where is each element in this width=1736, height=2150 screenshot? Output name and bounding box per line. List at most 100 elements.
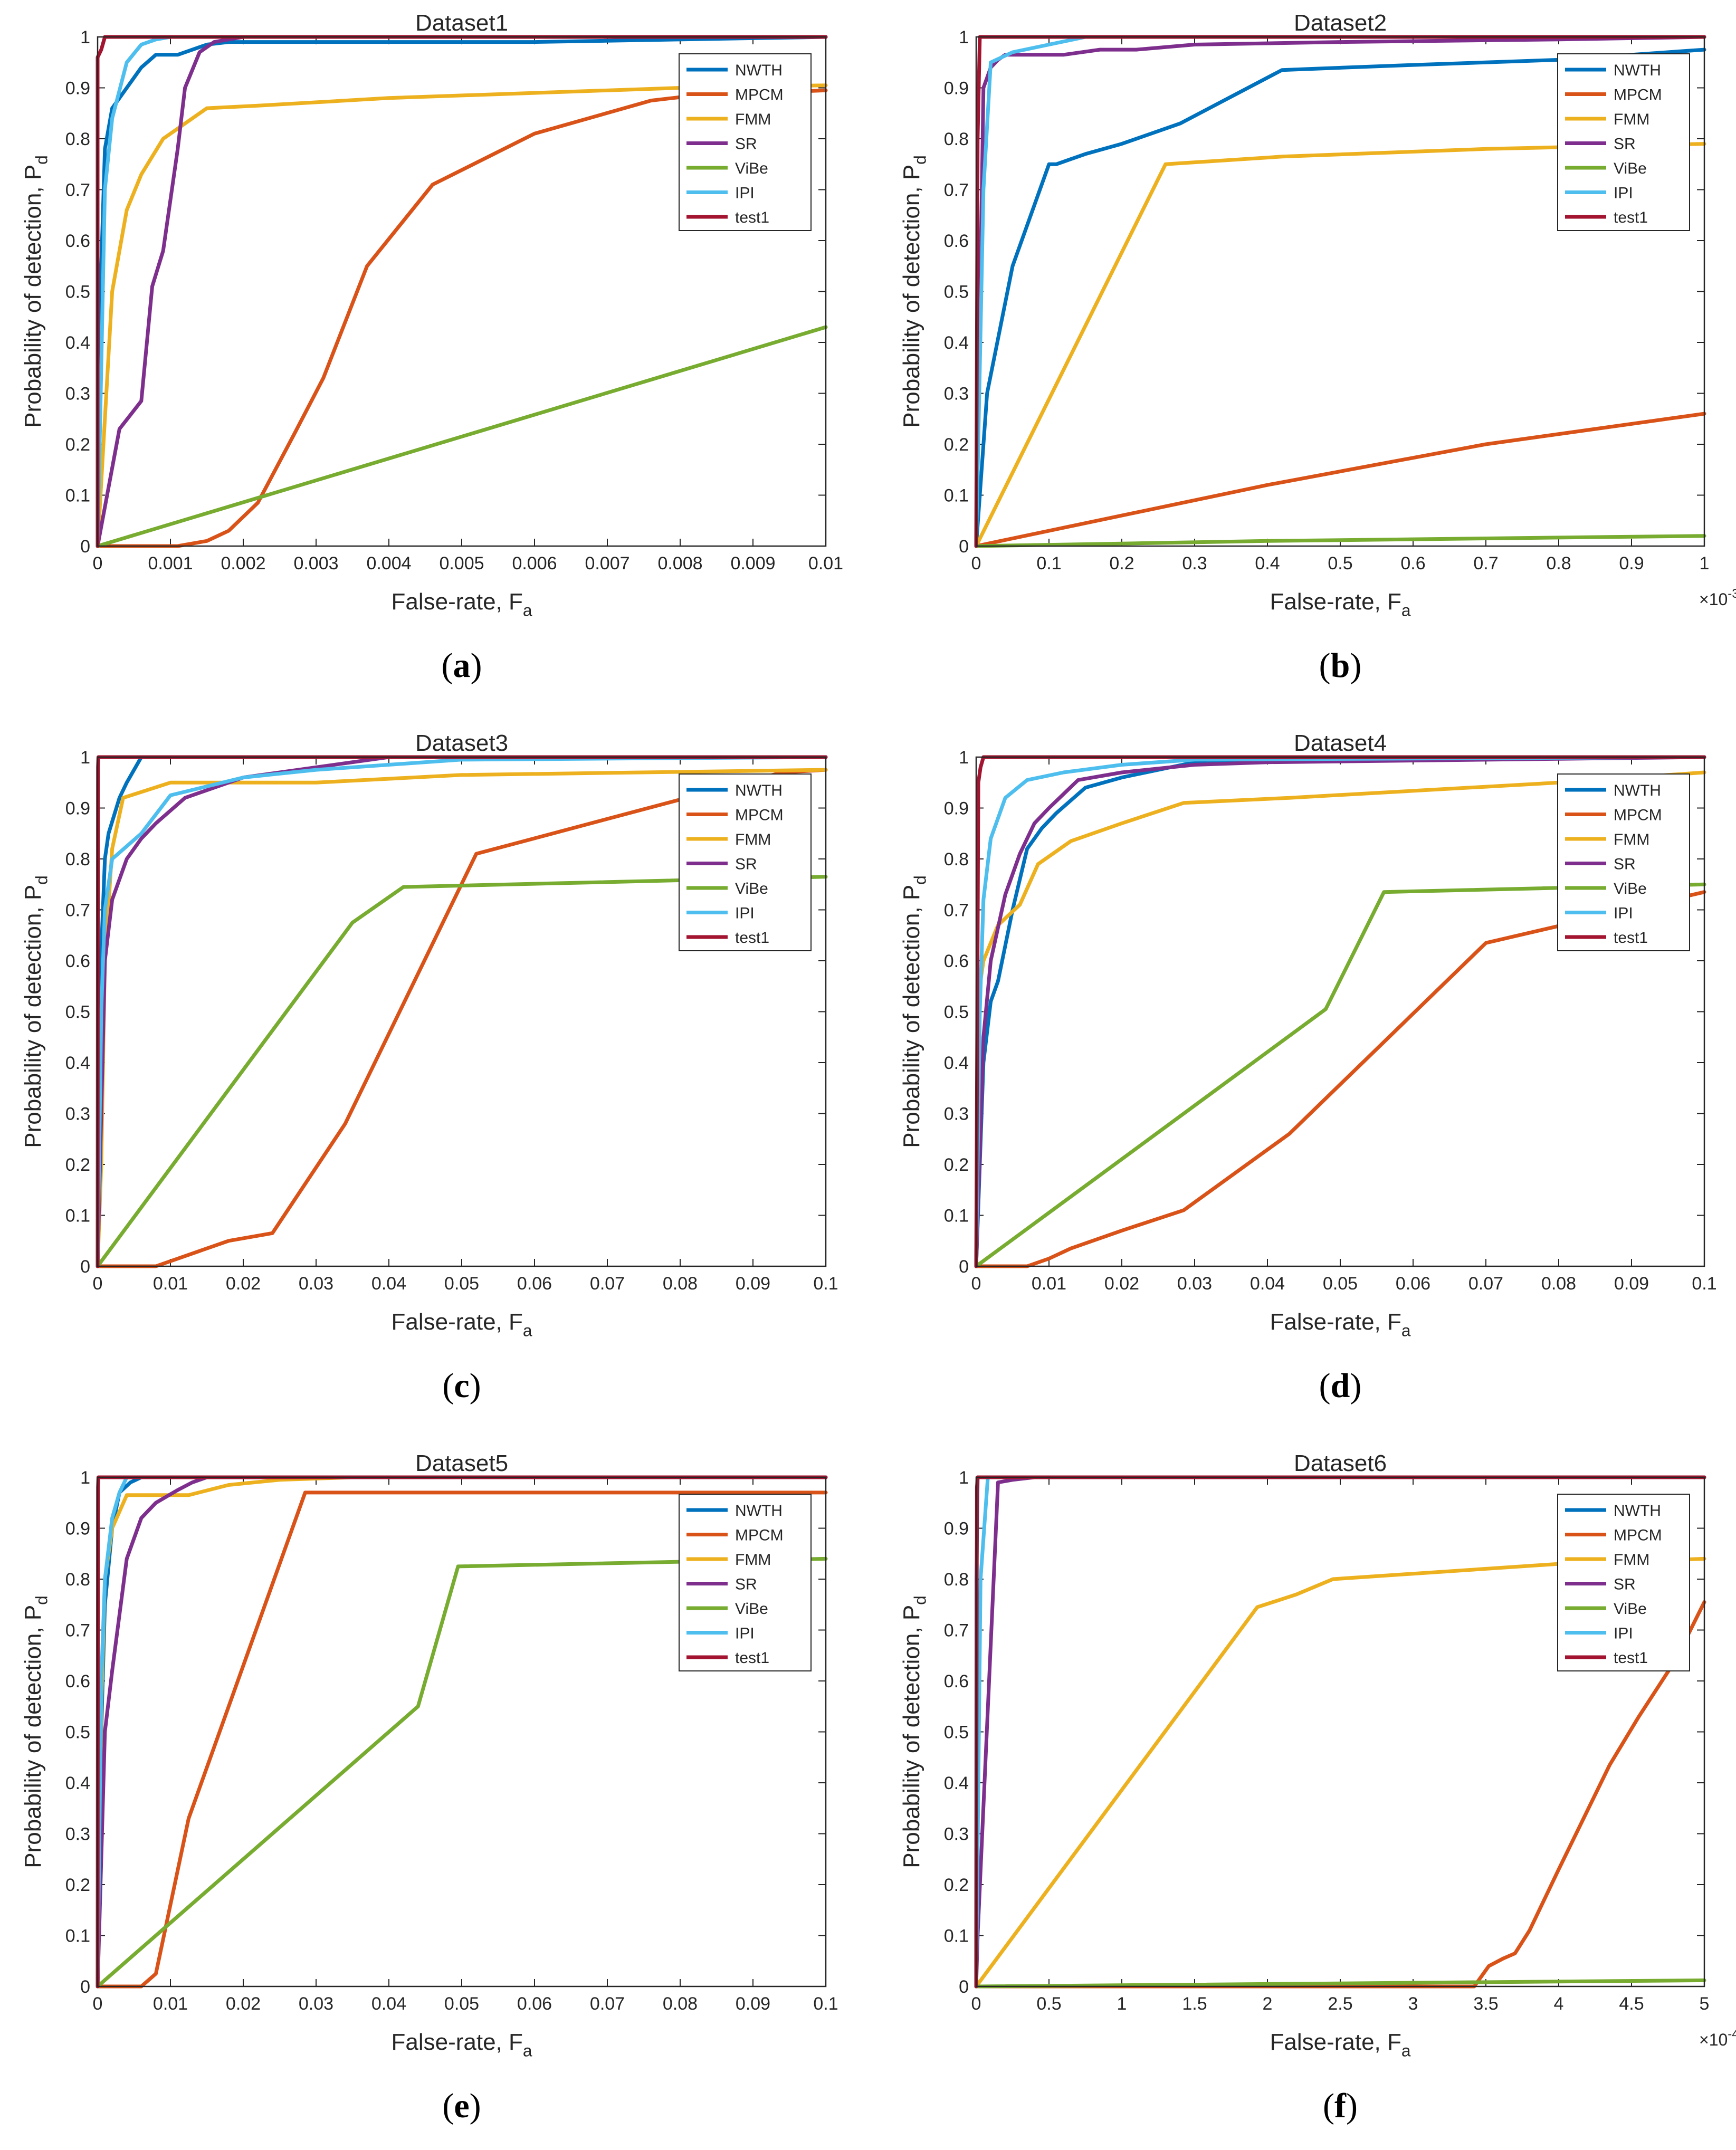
x-tick-label: 0.002 [221,553,265,574]
axes-box [975,36,1705,547]
x-tick-label: 0.04 [1250,1274,1285,1294]
x-axis-label: False-rate, Fa [391,589,532,619]
panel-label: (c) [442,1367,481,1405]
x-tick-label: 0 [971,1994,981,2014]
panel-label: (b) [1319,646,1362,685]
x-tick-label: 0.02 [226,1994,261,2014]
series-line-nwth [974,47,1706,548]
x-tick-label: 0 [971,553,981,574]
series-line-sr [96,755,828,1268]
legend-entry: ViBe [735,1600,768,1618]
series-line-nwth [96,755,828,1268]
y-tick-label: 0.6 [944,951,969,971]
y-tick-label: 0.2 [944,1155,969,1175]
x-tick-label: 0.01 [153,1994,188,2014]
chart-panel-6: Dataset6 0 0.5 1 1.5 2 2.5 3 3.5 4 4.5 5 0 0.1 0.2 0.3 0… [899,1450,1736,2125]
y-axis-label: Probability of detection, Pd [899,875,929,1148]
series-line-vibe [96,875,828,1268]
y-tick-label: 0.7 [944,901,969,921]
x-axis-label: False-rate, Fa [391,1309,532,1340]
y-tick-label: 1 [80,27,90,47]
chart-title: Dataset3 [415,730,508,756]
x-tick-label: 0.07 [590,1274,625,1294]
y-tick-label: 0.6 [65,231,90,251]
x-tick-label: 0.04 [371,1994,406,2014]
y-tick-label: 0.2 [65,435,90,455]
chart-title: Dataset2 [1294,10,1387,36]
legend-entry: ViBe [1614,160,1647,177]
y-tick-label: 0.2 [944,1875,969,1895]
y-tick-label: 0.5 [944,1002,969,1023]
legend-entry: NWTH [1614,1502,1661,1520]
x-tick-label: 0.1 [813,1274,838,1294]
y-tick-label: 0.7 [944,180,969,200]
x-tick-label: 0.001 [148,553,193,574]
x-tick-label: 0.9 [1619,553,1644,574]
x-tick-label: 0.02 [226,1274,261,1294]
legend-entry: FMM [735,111,771,128]
legend: NWTH MPCM FMM SR ViBe IPI test1 [679,773,812,951]
x-tick-label: 3 [1408,1994,1418,2014]
legend-entry: FMM [1614,1551,1649,1569]
y-tick-label: 0 [80,1977,90,1997]
y-tick-label: 0.3 [65,384,90,404]
chart-title: Dataset1 [415,10,508,36]
legend-entry: FMM [1614,111,1649,128]
series-line-vibe [96,325,828,548]
series-line-nwth [96,35,828,548]
x-tick-label: 0.006 [512,553,557,574]
chart-title: Dataset4 [1294,730,1387,756]
x-tick-label: 0.004 [366,553,411,574]
y-axis-label: Probability of detection, Pd [899,1595,929,1868]
chart-title: Dataset6 [1294,1450,1387,1476]
x-tick-label: 1 [1117,1994,1127,2014]
panel-label: (f) [1323,2087,1358,2125]
y-tick-label: 0.9 [65,799,90,819]
y-tick-label: 0.4 [944,1773,969,1793]
legend-entry: MPCM [735,1527,784,1544]
y-tick-label: 0.3 [944,1104,969,1124]
series-line-fmm [96,83,828,548]
y-tick-label: 0.4 [944,333,969,353]
x-tick-label: 0.5 [1036,1994,1061,2014]
y-tick-label: 0.7 [944,1621,969,1641]
x-tick-label: 0.4 [1255,553,1280,574]
x-tick-label: 0.03 [299,1994,333,2014]
legend-entry: IPI [1614,905,1633,922]
legend-entry: NWTH [735,782,783,799]
x-tick-label: 0.08 [1541,1274,1576,1294]
y-axis-label: Probability of detection, Pd [20,1595,51,1868]
x-tick-label: 0.02 [1104,1274,1139,1294]
y-tick-label: 0.6 [944,1671,969,1692]
y-tick-label: 0.4 [65,333,90,353]
y-tick-label: 0.1 [944,486,969,506]
x-tick-label: 0.01 [1032,1274,1066,1294]
series-line-mpcm [974,890,1706,1268]
y-tick-label: 0.2 [65,1875,90,1895]
x-tick-label: 0.008 [657,553,702,574]
x-tick-label: 0.07 [590,1994,625,2014]
x-tick-label: 0.06 [517,1994,552,2014]
y-axis-label: Probability of detection, Pd [20,875,51,1148]
series-line-vibe [974,882,1706,1268]
x-tick-label: 4.5 [1619,1994,1644,2014]
legend-entry: MPCM [735,87,784,104]
y-tick-label: 0.6 [944,231,969,251]
y-tick-label: 0.2 [65,1155,90,1175]
series-line-mpcm [974,412,1706,548]
y-tick-label: 0.9 [65,1519,90,1539]
series-line-mpcm [974,1600,1706,1989]
y-tick-label: 0.7 [65,1621,90,1641]
legend-entry: NWTH [735,1502,783,1520]
y-tick-label: 1 [80,748,90,768]
panel-label-text: (c) [442,1367,481,1405]
y-tick-label: 0.8 [65,1570,90,1590]
x-tick-label: 0.1 [1692,1274,1716,1294]
legend-entry: IPI [735,185,755,202]
legend-entry: NWTH [1614,62,1661,79]
series-line-sr [974,755,1706,1268]
y-tick-label: 0.9 [944,799,969,819]
x-tick-label: 0.7 [1473,553,1498,574]
y-tick-label: 0.1 [944,1926,969,1946]
